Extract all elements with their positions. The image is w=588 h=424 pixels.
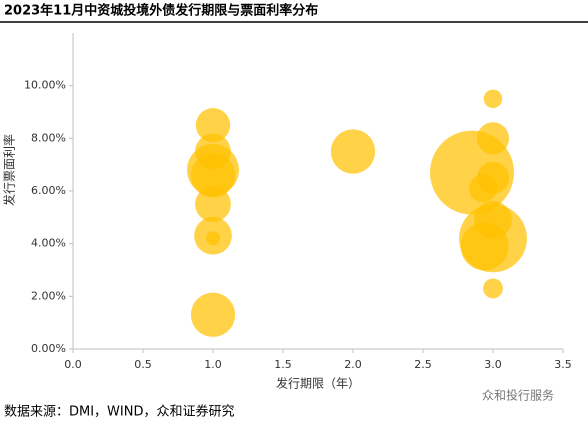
bubble — [190, 292, 236, 337]
x-tick-label: 0.5 — [134, 358, 152, 371]
y-tick-label: 8.00% — [31, 131, 66, 144]
x-tick-label: 3.0 — [484, 358, 502, 371]
y-tick-label: 6.00% — [31, 184, 66, 197]
bubble — [330, 129, 376, 174]
chart-title: 2023年11月中资城投境外债发行期限与票面利率分布 — [4, 3, 318, 19]
x-tick-label: 2.5 — [414, 358, 432, 371]
bubble — [206, 231, 220, 246]
bubble — [190, 153, 236, 198]
x-tick-label: 1.5 — [274, 358, 292, 371]
x-tick-label: 2.0 — [344, 358, 362, 371]
x-tick-label: 0.0 — [64, 358, 82, 371]
watermark: 众和投行服务 — [482, 388, 554, 403]
x-tick-label: 1.0 — [204, 358, 222, 371]
x-tick-label: 3.5 — [554, 358, 572, 371]
y-tick-label: 0.00% — [31, 342, 66, 355]
bubble — [483, 278, 503, 299]
y-tick-label: 4.00% — [31, 237, 66, 250]
bubble — [460, 222, 509, 271]
bubble — [483, 89, 503, 109]
bubble — [195, 186, 231, 223]
bubble — [195, 108, 231, 143]
y-tick-label: 2.00% — [31, 289, 66, 302]
x-axis-title: 发行期限（年） — [276, 376, 360, 391]
y-tick-label: 10.00% — [24, 79, 66, 92]
y-axis-title: 发行票面利率 — [2, 134, 17, 206]
bubble — [469, 174, 498, 203]
source-note: 数据来源：DMI，WIND，众和证券研究 — [4, 404, 234, 420]
